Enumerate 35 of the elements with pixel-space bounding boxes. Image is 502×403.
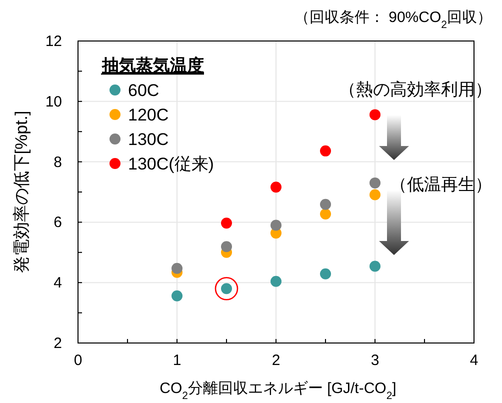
text: （回収条件： 90%CO$_{2}$回収） <box>294 9 492 31</box>
point <box>370 177 380 188</box>
point <box>221 218 232 229</box>
point <box>370 189 380 200</box>
point <box>270 276 282 287</box>
y-tick-label: 8 <box>54 154 62 171</box>
legend-label: 130C <box>128 130 169 149</box>
x-tick-label: 1 <box>172 352 182 369</box>
point <box>320 208 331 220</box>
annotation: （低温再生） <box>390 175 492 194</box>
point <box>370 109 380 120</box>
point <box>320 145 331 156</box>
y-tick-label: 10 <box>45 93 62 110</box>
point <box>172 262 182 274</box>
y-tick-label: 2 <box>54 335 62 352</box>
y-axis-title: 発電効率の低下[%pt.] <box>12 110 31 274</box>
x-tick-label: 2 <box>272 352 280 369</box>
point <box>172 290 182 302</box>
legend-label: 60C <box>128 81 160 100</box>
y-tick-label: 6 <box>54 214 62 232</box>
point <box>320 198 331 210</box>
point <box>270 220 282 231</box>
y-tick-label: 4 <box>54 274 62 292</box>
x-tick-label: 3 <box>370 352 380 369</box>
point <box>270 182 282 193</box>
x-tick-label: 4 <box>470 352 478 369</box>
point <box>320 268 331 280</box>
point <box>221 241 232 252</box>
x-tick-label: 0 <box>74 352 82 369</box>
point <box>370 260 380 272</box>
legend-label: 130C(従来) <box>128 154 214 174</box>
legend-label: 120C <box>128 106 169 124</box>
annotation: （熱の高効率利用） <box>339 80 492 99</box>
y-tick-label: 12 <box>45 33 62 50</box>
x-axis-title: CO$_{2}$分離回収エネルギー [GJ/t-CO$_{2}$] <box>160 380 396 402</box>
